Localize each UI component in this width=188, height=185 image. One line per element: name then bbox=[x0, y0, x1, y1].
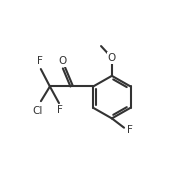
Text: F: F bbox=[37, 56, 43, 66]
Text: Cl: Cl bbox=[33, 106, 43, 116]
Text: O: O bbox=[108, 53, 116, 63]
Text: O: O bbox=[59, 56, 67, 66]
Text: F: F bbox=[127, 125, 133, 134]
Text: F: F bbox=[57, 105, 63, 115]
